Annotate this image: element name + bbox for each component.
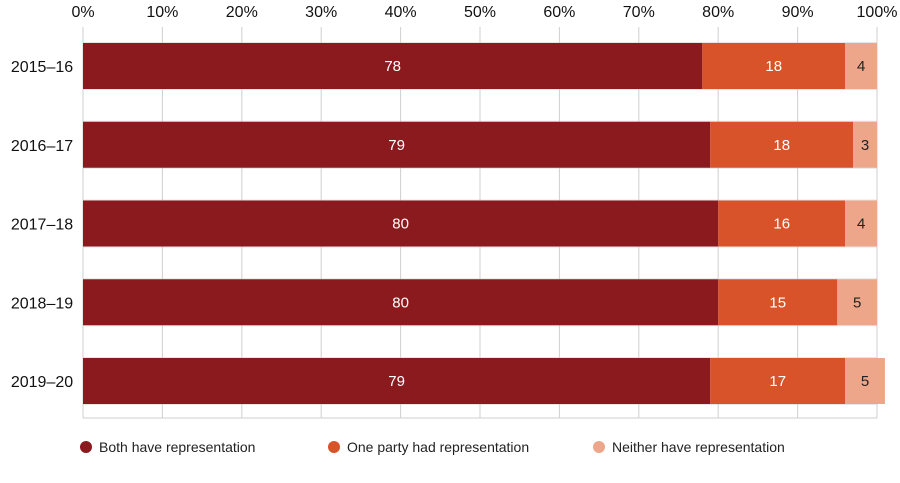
data-label: 80 <box>392 294 409 311</box>
data-label: 78 <box>384 58 401 75</box>
legend-label-both: Both have representation <box>99 439 256 455</box>
data-label: 18 <box>765 58 782 75</box>
legend-swatch-neither <box>593 441 605 453</box>
x-axis-ticks: 0% 10% 20% 30% 40% 50% 60% 70% 80% 90% 100% <box>71 4 897 21</box>
y-category-label: 2018–19 <box>11 295 73 312</box>
legend-label-neither: Neither have representation <box>612 439 785 455</box>
bar-segment <box>718 200 846 247</box>
x-tick-label: 50% <box>464 4 496 21</box>
bar-segment <box>83 200 719 247</box>
data-label: 5 <box>861 373 869 390</box>
y-category-label: 2015–16 <box>11 59 73 76</box>
bar-segment <box>702 43 846 89</box>
x-tick-label: 100% <box>857 4 898 21</box>
bar-segment <box>845 358 885 404</box>
bar-segment <box>83 358 711 404</box>
x-tick-label: 20% <box>226 4 258 21</box>
bar-segment <box>83 43 703 89</box>
data-label: 16 <box>773 216 790 233</box>
legend-swatch-one-party <box>328 441 340 453</box>
x-tick-label: 80% <box>702 4 734 21</box>
bars: 78 18 4 79 18 3 80 16 4 80 15 5 79 17 5 <box>83 43 885 404</box>
bar-segment <box>83 121 711 168</box>
data-label: 4 <box>857 58 865 75</box>
data-label: 3 <box>861 137 869 154</box>
x-tick-label: 30% <box>305 4 337 21</box>
legend-item-neither: Neither have representation <box>593 436 785 458</box>
y-category-label: 2017–18 <box>11 217 73 234</box>
bar-segment <box>837 279 877 326</box>
y-axis-categories: 2015–16 2016–17 2017–18 2018–19 2019–20 <box>11 59 73 391</box>
data-label: 80 <box>392 216 409 233</box>
data-label: 15 <box>769 294 786 311</box>
bar-segment <box>845 200 877 247</box>
y-category-label: 2019–20 <box>11 374 73 391</box>
legend: Both have representation One party had r… <box>0 436 900 458</box>
data-label: 18 <box>773 137 790 154</box>
data-label: 79 <box>388 137 405 154</box>
bar-segment <box>845 43 877 89</box>
y-category-label: 2016–17 <box>11 138 73 155</box>
x-tick-label: 60% <box>543 4 575 21</box>
bar-segment <box>83 279 719 326</box>
data-label: 4 <box>857 216 865 233</box>
data-label: 79 <box>388 373 405 390</box>
data-label: 5 <box>853 294 861 311</box>
bar-segment <box>718 279 838 326</box>
x-tick-label: 90% <box>782 4 814 21</box>
x-tick-label: 0% <box>71 4 94 21</box>
x-tick-label: 10% <box>146 4 178 21</box>
legend-swatch-both <box>80 441 92 453</box>
legend-item-one-party: One party had representation <box>328 436 529 458</box>
bar-segment <box>710 121 854 168</box>
legend-item-both: Both have representation <box>80 436 255 458</box>
legend-label-one-party: One party had representation <box>347 439 530 455</box>
bar-segment <box>710 358 846 404</box>
bar-segment <box>853 121 877 168</box>
x-tick-label: 70% <box>623 4 655 21</box>
x-tick-label: 40% <box>385 4 417 21</box>
data-label: 17 <box>769 373 786 390</box>
